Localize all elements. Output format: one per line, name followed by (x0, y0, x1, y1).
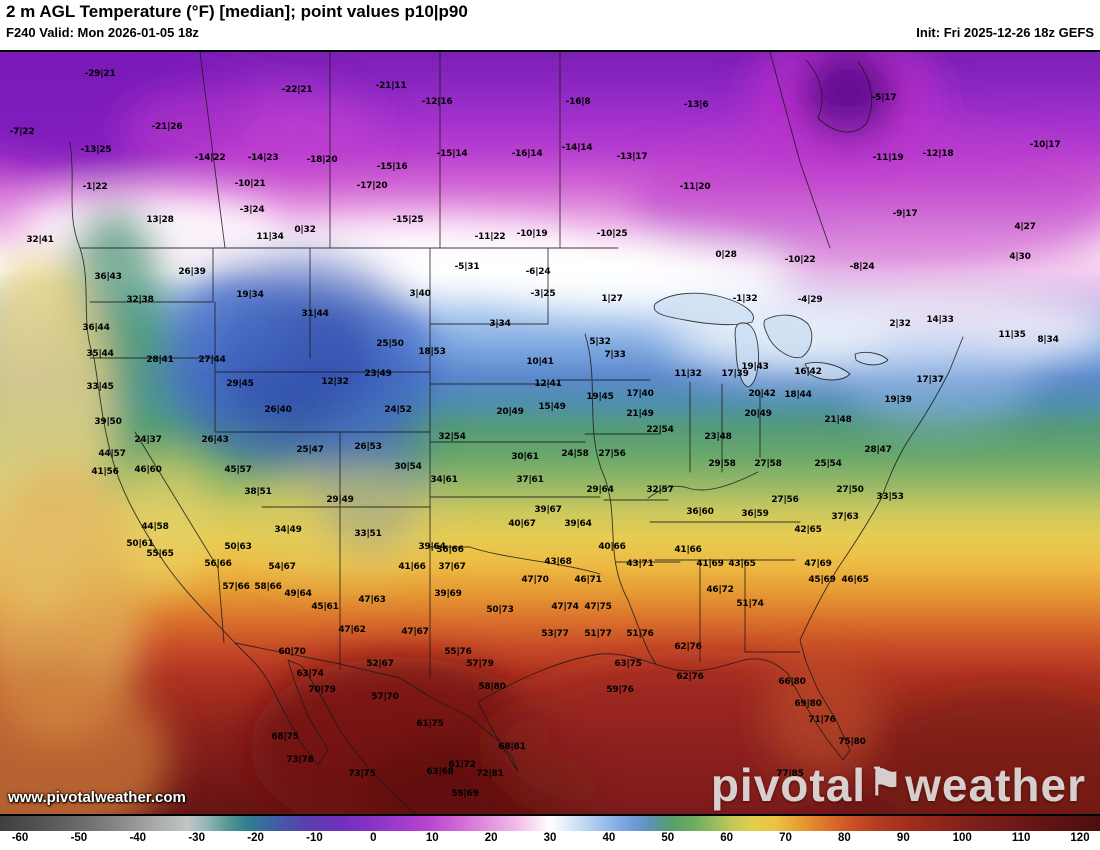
colorbar-tick-label: 30 (543, 832, 557, 844)
colorbar-tick-label: 80 (838, 832, 851, 844)
colorbar-tick-label: 120 (1070, 832, 1090, 844)
colorbar-tick-label: -50 (70, 832, 88, 844)
temperature-map[interactable]: -29|21 -22|21 -21|11 -12|16 -16|8 -13|6 -5|17-… (0, 50, 1100, 816)
colorbar-tick-label: 70 (779, 832, 792, 844)
site-watermark: www.pivotalweather.com (8, 789, 186, 806)
colorbar-tick-label: -60 (11, 832, 29, 844)
colorbar-ticks: -60 -50 -40 -30 -20 -10 0 10 20 30 40 50 60 70 80 90 100… (12, 831, 1090, 848)
colorbar-tick-label: 20 (484, 832, 498, 844)
colorbar-tick-label: 40 (602, 832, 616, 844)
colorbar-tick-label: 0 (370, 832, 377, 844)
temperature-anomaly-blobs (0, 52, 1100, 814)
temperature-field-svg (0, 52, 1100, 814)
brand-word-left: pivotal (710, 759, 867, 811)
pivotal-weather-flag-icon: ⚑ (868, 762, 904, 804)
brand-word-right: weather (905, 759, 1086, 811)
colorbar-tick-label: 110 (1011, 832, 1031, 844)
valid-time: F240 Valid: Mon 2026-01-05 18z (6, 25, 199, 40)
colorbar-tick-label: 10 (425, 832, 439, 844)
colorbar-tick-label: -40 (129, 832, 147, 844)
init-time: Init: Fri 2025-12-26 18z GEFS (916, 25, 1094, 40)
colorbar: -60 -50 -40 -30 -20 -10 0 10 20 30 40 50 60 70 80 90 100… (0, 816, 1100, 850)
header: 2 m AGL Temperature (°F) [median]; point… (0, 0, 1100, 50)
colorbar-tick-label: -20 (247, 832, 264, 844)
colorbar-tick-label: 100 (952, 832, 972, 844)
pivotal-weather-watermark: pivotal⚑weather (711, 758, 1086, 812)
colorbar-tick-label: 90 (896, 832, 910, 844)
colorbar-gradient (0, 816, 1100, 831)
geo-borders (69, 52, 964, 814)
map-title: 2 m AGL Temperature (°F) [median]; point… (6, 2, 468, 21)
colorbar-tick-label: -10 (306, 832, 323, 844)
colorbar-tick-label: 50 (661, 832, 675, 844)
colorbar-tick-label: -30 (188, 832, 205, 844)
colorbar-tick-label: 60 (720, 832, 734, 844)
